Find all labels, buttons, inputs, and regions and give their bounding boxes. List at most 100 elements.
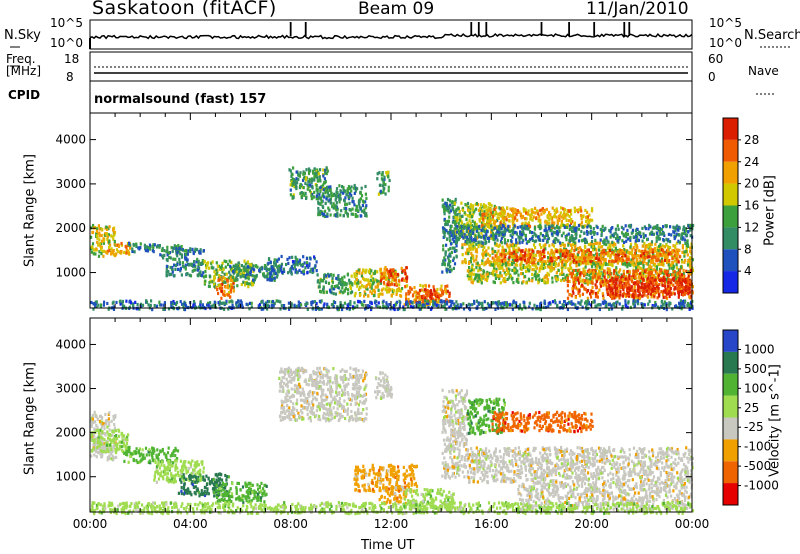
power-cell [313,175,316,179]
power-cell [583,286,586,290]
power-cell [651,278,654,282]
power-cell [639,280,642,284]
power-cell [294,182,297,186]
power-cell [310,267,313,271]
power-cell [524,227,527,231]
power-cell [221,261,224,265]
power-cell [240,264,243,268]
power-cell [545,281,549,285]
power-cell [573,206,576,210]
power-cell [484,216,487,220]
power-cell [636,288,639,292]
power-cell [654,225,657,229]
power-cell [483,245,486,250]
power-cell [364,184,367,189]
power-cell [387,271,390,275]
power-cell [296,271,299,275]
power-cell [364,270,367,275]
power-cell [572,284,575,289]
power-cell [592,254,595,258]
power-cell [98,250,101,254]
power-region [315,183,368,219]
power-cell [593,231,596,235]
power-cell [366,278,369,282]
power-cell [305,256,308,260]
power-cell [660,257,663,261]
power-cell [521,233,524,237]
power-cell [551,250,554,254]
power-cell [610,248,614,252]
power-cell [223,259,226,263]
power-cell [612,291,615,295]
power-cell [521,249,524,253]
power-cell [593,274,597,278]
power-cell [556,219,559,223]
power-cell [106,235,109,239]
power-cell [218,284,221,288]
power-cell [196,268,200,272]
power-cell [606,251,609,255]
power-cell [581,261,584,265]
power-region [379,266,409,287]
power-cell [441,262,444,266]
power-cell [223,272,226,276]
power-cell [687,292,690,296]
power-cell [212,266,215,270]
power-cell [614,277,617,281]
power-cell [572,291,575,295]
power-cell [424,283,427,288]
power-cell [392,291,395,295]
power-cell [625,255,628,259]
power-cell [174,245,178,249]
power-cell [458,210,461,214]
power-cell [681,277,684,281]
power-cell [507,239,510,243]
power-cell [543,228,546,233]
power-cell [658,283,661,287]
power-cell [587,242,590,247]
power-cell [315,197,318,201]
power-cell [468,232,471,236]
power-cell [683,277,686,281]
power-cell [570,212,573,216]
power-cell [208,274,211,278]
power-cell [604,259,607,263]
power-cell [231,275,234,280]
power-cell [485,241,488,245]
power-cell [651,250,654,254]
power-cell [477,240,480,244]
power-cell [307,185,310,189]
power-cell [586,269,589,273]
power-cell [534,211,537,215]
power-cell [328,188,331,192]
power-cell [589,277,592,281]
power-cell [495,206,498,210]
power-cell [558,214,561,218]
power-cell [682,268,685,273]
power-cell [629,238,632,242]
power-cell [534,246,537,250]
power-cell [290,265,293,269]
power-cell [404,294,408,298]
power-cell [500,231,503,235]
power-cell [528,269,531,273]
power-cell [252,280,255,284]
power-cell [529,213,532,217]
power-cell [350,212,353,216]
power-cell [571,287,574,291]
power-cell [194,247,197,251]
power-cell [608,228,611,233]
power-cell [196,257,199,261]
power-cell [623,259,626,263]
power-cell [608,262,611,266]
power-cell [513,252,516,256]
power-cell [298,258,302,262]
power-cell [364,200,367,204]
power-cell [686,283,689,287]
power-cell [448,211,451,215]
power-cell [334,198,337,202]
power-cell [424,288,427,292]
power-cell [543,276,546,280]
power-cell [324,209,327,213]
power-cell [625,274,628,279]
